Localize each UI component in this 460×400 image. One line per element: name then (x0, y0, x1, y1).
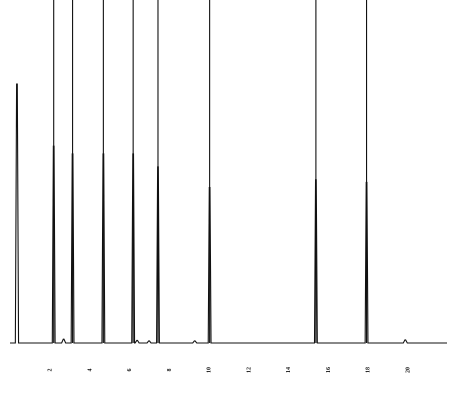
x-tick-label-14: 14 (286, 367, 292, 373)
x-tick-label-16: 16 (326, 367, 332, 373)
x-tick-label-20: 20 (405, 367, 411, 373)
x-tick-label-18: 18 (366, 367, 372, 373)
x-axis-ticks: 2 4 6 8 10 12 14 16 18 20 (48, 367, 412, 373)
x-tick-label-6: 6 (127, 369, 133, 372)
x-tick-label-2: 2 (48, 369, 54, 372)
x-tick-label-4: 4 (87, 369, 93, 372)
chromatogram-trace (10, 83, 447, 344)
x-tick-label-10: 10 (207, 367, 213, 373)
peak-labels: Dimethyl PhthalateDiethyl PhthalateDiall… (0, 0, 368, 343)
x-tick-label-8: 8 (167, 369, 173, 372)
x-tick-label-12: 12 (246, 367, 252, 373)
